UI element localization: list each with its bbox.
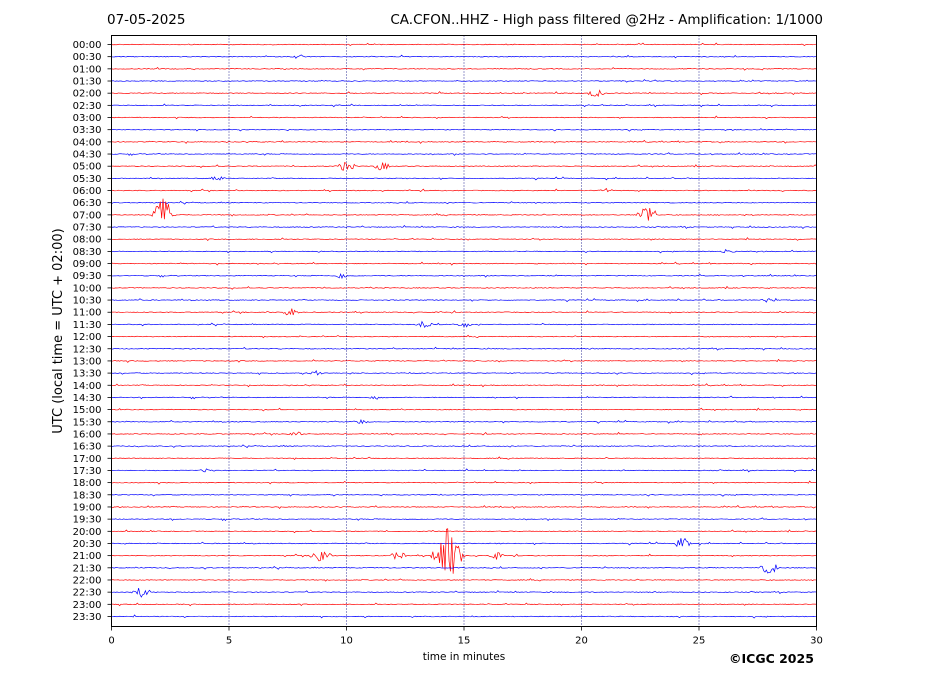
y-tick-label: 02:30: [73, 101, 102, 112]
trace-line: [111, 152, 817, 156]
trace-line: [111, 564, 817, 574]
y-tick-label: 13:30: [73, 369, 102, 380]
y-tick-label: 08:30: [73, 247, 102, 258]
y-tick-label: 23:30: [73, 612, 102, 623]
plot-frame: [111, 35, 817, 627]
trace-line: [111, 456, 817, 460]
trace-line: [111, 614, 817, 619]
trace-line: [111, 187, 817, 193]
y-tick-label: 09:30: [73, 271, 102, 282]
y-tick-label: 00:00: [73, 40, 102, 51]
y-tick-label: 05:00: [73, 162, 102, 173]
trace-line: [111, 128, 817, 132]
y-tick-label: 22:30: [73, 588, 102, 599]
x-tick-label: 10: [340, 636, 353, 647]
trace-line: [111, 198, 817, 221]
y-tick-label: 14:00: [73, 381, 102, 392]
y-tick-label: 15:30: [73, 417, 102, 428]
x-axis: 0 5 10 15 20 25 30: [108, 626, 823, 647]
x-tick-label: 5: [226, 636, 232, 647]
y-tick-label: 11:00: [73, 308, 102, 319]
y-tick-label: 21:30: [73, 563, 102, 574]
trace-line: [111, 587, 817, 598]
y-tick-label: 07:00: [73, 210, 102, 221]
y-tick-label: 16:30: [73, 442, 102, 453]
x-tick-label: 15: [458, 636, 471, 647]
y-axis-label: UTC (local time = UTC + 02:00): [51, 228, 66, 433]
chart-title: CA.CFON..HHZ - High pass filtered @2Hz -…: [390, 12, 823, 28]
x-tick-label: 30: [810, 636, 823, 647]
y-tick-label: 12:30: [73, 344, 102, 355]
y-tick-label: 10:00: [73, 283, 102, 294]
y-tick-label: 16:00: [73, 429, 102, 440]
trace-line: [111, 115, 817, 120]
y-tick-label: 04:30: [73, 150, 102, 161]
trace-line: [111, 383, 817, 388]
x-axis-label: time in minutes: [423, 651, 505, 663]
x-tick-label: 0: [108, 636, 114, 647]
trace-line: [111, 578, 817, 582]
trace-line: [111, 176, 817, 181]
y-tick-label: 19:30: [73, 515, 102, 526]
y-tick-label: 01:30: [73, 77, 102, 88]
copyright-credit: ©ICGC 2025: [729, 651, 814, 666]
trace-line: [111, 200, 817, 205]
y-tick-label: 01:00: [73, 64, 102, 75]
y-tick-label: 11:30: [73, 320, 102, 331]
trace-line: [111, 139, 817, 144]
y-tick-label: 17:00: [73, 454, 102, 465]
y-tick-label: 22:00: [73, 575, 102, 586]
y-tick-label: 05:30: [73, 174, 102, 185]
y-tick-label: 03:30: [73, 125, 102, 136]
y-tick-label: 08:00: [73, 235, 102, 246]
y-tick-label: 18:30: [73, 490, 102, 501]
trace-line: [111, 431, 817, 436]
y-tick-label: 20:30: [73, 539, 102, 550]
y-tick-label: 04:00: [73, 137, 102, 148]
x-tick-label: 20: [575, 636, 588, 647]
y-tick-label: 17:30: [73, 466, 102, 477]
trace-line: [111, 225, 817, 230]
y-tick-label: 19:00: [73, 502, 102, 513]
trace-line: [111, 602, 817, 607]
y-tick-label: 09:00: [73, 259, 102, 270]
y-tick-label: 02:00: [73, 89, 102, 100]
y-tick-label: 12:00: [73, 332, 102, 343]
trace-line: [111, 419, 817, 425]
trace-line: [111, 369, 817, 376]
y-tick-label: 20:00: [73, 527, 102, 538]
y-tick-label: 06:30: [73, 198, 102, 209]
y-tick-label: 10:30: [73, 296, 102, 307]
y-tick-label: 18:00: [73, 478, 102, 489]
y-tick-label: 21:00: [73, 551, 102, 562]
trace-line: [111, 407, 817, 412]
y-tick-label: 00:30: [73, 52, 102, 63]
y-tick-label: 14:30: [73, 393, 102, 404]
y-tick-label: 15:00: [73, 405, 102, 416]
y-tick-label: 06:00: [73, 186, 102, 197]
x-gridlines: [228, 35, 700, 627]
x-tick-label: 25: [693, 636, 706, 647]
trace-line: [111, 162, 817, 171]
y-tick-label: 07:30: [73, 223, 102, 234]
date-label: 07-05-2025: [107, 12, 186, 28]
trace-line: [111, 395, 817, 400]
y-tick-label: 03:00: [73, 113, 102, 124]
y-tick-label: 23:00: [73, 600, 102, 611]
trace-line: [111, 537, 817, 548]
y-tick-label: 13:00: [73, 356, 102, 367]
